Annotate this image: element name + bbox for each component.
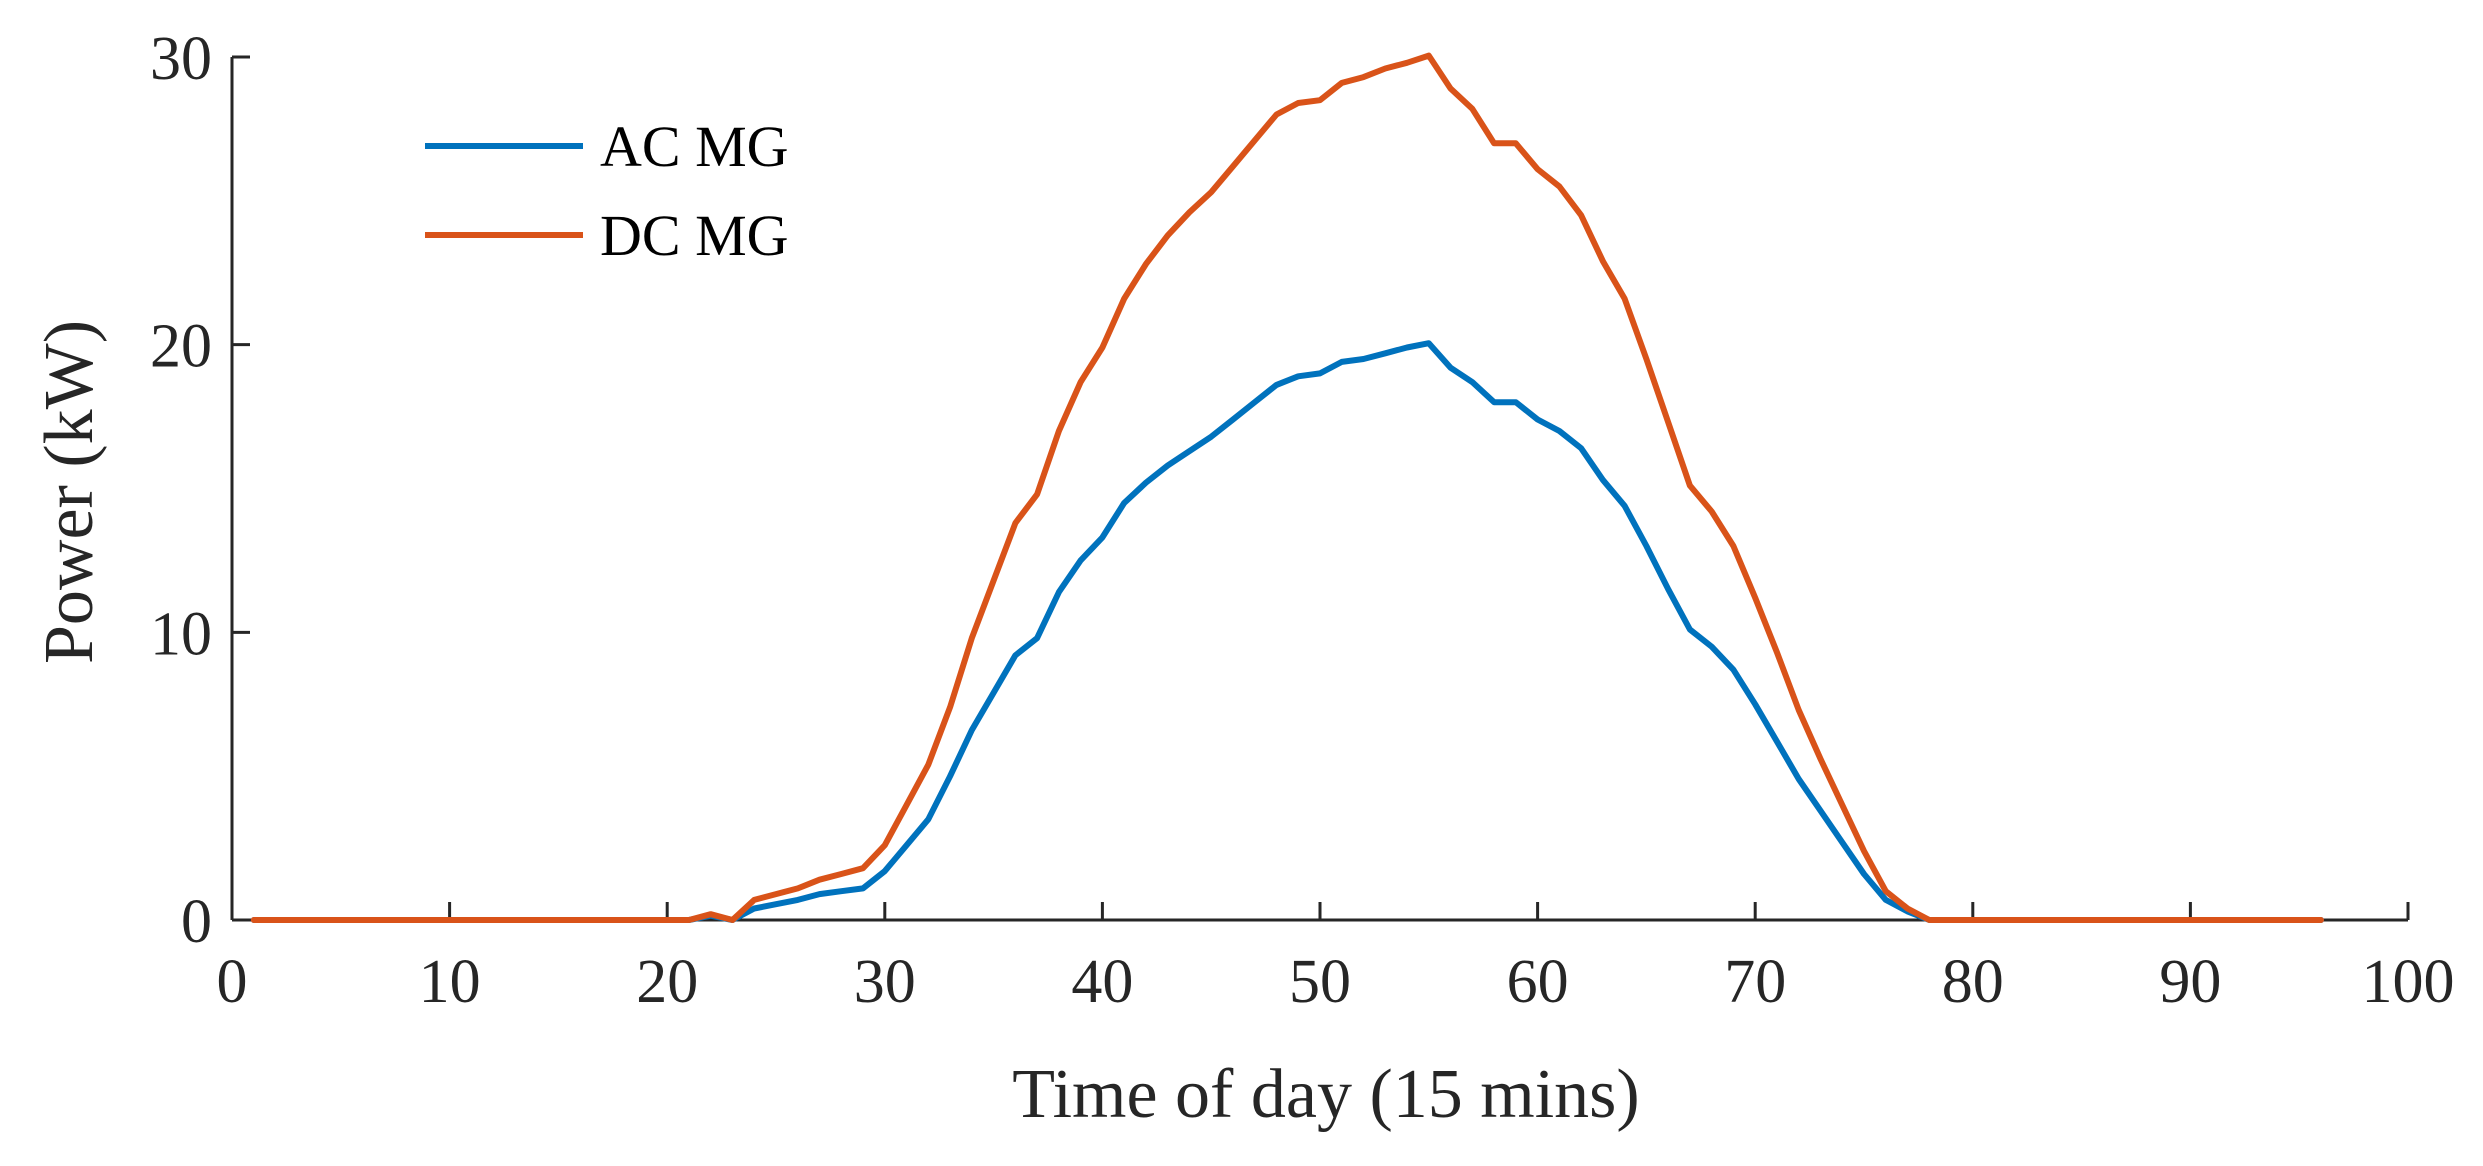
series-line-ac-mg [250, 340, 2324, 923]
x-tick-label: 70 [1724, 948, 1786, 1016]
x-axis-title: Time of day (15 mins) [1012, 1056, 1639, 1133]
series-line-dc-mg [250, 52, 2324, 923]
y-tick-label: 0 [181, 888, 212, 956]
y-tick-label: 20 [150, 313, 212, 381]
y-axis-title: Power (kW) [31, 320, 108, 664]
series-layer [250, 52, 2324, 923]
x-tick-label: 0 [217, 948, 248, 1016]
legend: AC MG DC MG [425, 114, 789, 268]
x-tick-label: 100 [2362, 948, 2455, 1016]
x-tick-label: 10 [419, 948, 481, 1016]
x-tick-label: 20 [636, 948, 698, 1016]
x-tick-label: 80 [1942, 948, 2004, 1016]
axes: 0 10 20 30 40 50 60 70 80 90 100 0 10 20 30 [150, 25, 2455, 1016]
x-tick-label: 30 [854, 948, 916, 1016]
y-tick-label: 10 [150, 600, 212, 668]
x-tick-label: 60 [1507, 948, 1569, 1016]
x-tick-label: 90 [2159, 948, 2221, 1016]
legend-label-dc-mg: DC MG [600, 203, 789, 268]
y-tick-label: 30 [150, 25, 212, 93]
x-tick-label: 50 [1289, 948, 1351, 1016]
x-tick-label: 40 [1071, 948, 1133, 1016]
legend-label-ac-mg: AC MG [600, 114, 789, 179]
